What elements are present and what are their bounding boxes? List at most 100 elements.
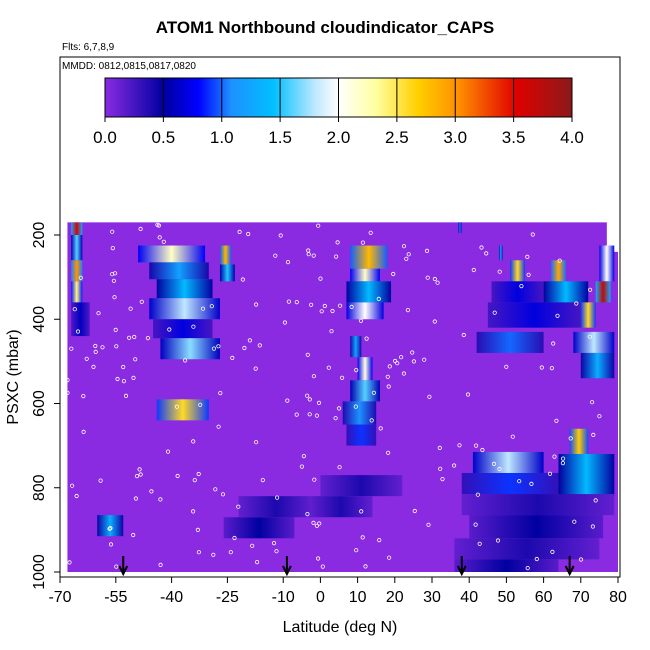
sample-marker [198, 402, 203, 407]
sample-marker [315, 556, 321, 561]
heatmap-cell [149, 298, 220, 320]
sample-marker [191, 439, 196, 444]
sample-marker [131, 375, 136, 380]
sample-marker [368, 230, 373, 235]
heatmap-cell [138, 245, 206, 263]
sample-marker [65, 377, 70, 383]
sample-marker [318, 276, 323, 281]
sample-marker [196, 550, 201, 555]
sample-marker [578, 557, 584, 562]
sample-marker [250, 543, 255, 548]
sample-marker [131, 532, 136, 538]
sample-marker [307, 412, 312, 417]
sample-marker [157, 235, 162, 240]
sample-marker [385, 374, 390, 379]
sample-marker [371, 390, 376, 395]
sample-marker [319, 309, 324, 314]
x-tick-label: 30 [423, 589, 441, 606]
sample-marker [386, 384, 391, 389]
sample-marker [406, 252, 411, 257]
sample-marker [552, 454, 557, 459]
sample-marker [247, 338, 252, 343]
sample-marker [218, 390, 223, 396]
sample-marker [337, 465, 342, 470]
sample-marker [314, 413, 319, 418]
sample-marker [519, 283, 524, 289]
sample-marker [74, 493, 79, 499]
sample-marker [354, 367, 359, 373]
sample-marker [391, 271, 396, 277]
sample-marker [398, 355, 404, 360]
heatmap-cell [595, 281, 611, 303]
sample-marker [589, 400, 595, 405]
sample-marker [216, 344, 221, 349]
heatmap-cell [149, 262, 209, 280]
sample-marker [597, 414, 602, 419]
sample-marker [404, 256, 409, 261]
x-tick-label: -10 [272, 589, 295, 606]
sample-marker [81, 393, 86, 399]
sample-marker [539, 365, 544, 370]
sample-marker [138, 226, 143, 231]
sample-marker [301, 453, 306, 459]
x-tick-label: 50 [498, 589, 516, 606]
sample-marker [410, 350, 415, 355]
sample-marker [191, 324, 196, 329]
sample-marker [364, 336, 369, 341]
sample-marker [504, 364, 509, 369]
sample-marker [158, 497, 163, 502]
sample-marker [525, 565, 530, 571]
sample-marker [432, 319, 437, 324]
colorbar-tick-label: 3.5 [502, 128, 526, 147]
sample-marker [312, 477, 317, 482]
colorbar-tick-label: 0.5 [152, 128, 176, 147]
x-tick-label: -25 [216, 589, 239, 606]
sample-marker [534, 556, 539, 562]
sample-marker [333, 254, 339, 259]
sample-marker [555, 313, 560, 318]
sample-marker [497, 269, 502, 274]
sample-marker [387, 364, 392, 369]
arrow-head [564, 565, 575, 577]
sample-marker [336, 406, 342, 411]
sample-marker [308, 302, 314, 307]
sample-marker [554, 418, 559, 423]
sample-marker [93, 343, 98, 349]
sample-marker [510, 434, 515, 439]
heatmap-cell [498, 245, 503, 261]
heatmap-cell [238, 496, 313, 518]
sample-marker [305, 511, 310, 517]
sample-marker [405, 307, 410, 313]
sample-marker [237, 229, 242, 234]
sample-marker [322, 303, 327, 309]
sample-marker [139, 299, 144, 304]
sample-marker [145, 335, 150, 341]
sample-marker [72, 307, 77, 312]
sample-marker [112, 295, 117, 300]
sample-marker [113, 327, 118, 332]
sample-marker [593, 498, 598, 503]
sample-marker [317, 521, 322, 526]
sample-marker [484, 251, 489, 256]
sample-marker [108, 525, 113, 531]
sample-marker [133, 357, 138, 362]
sample-marker [392, 358, 398, 364]
sample-marker [451, 463, 457, 468]
sample-marker [110, 272, 115, 277]
sample-marker [438, 466, 443, 471]
sample-marker [108, 542, 114, 547]
sample-marker [149, 489, 154, 494]
y-tick-label: 400 [31, 306, 48, 333]
sample-marker [110, 229, 115, 234]
arrow-head [456, 565, 467, 577]
sample-marker [216, 424, 221, 429]
sample-marker [211, 552, 216, 557]
x-tick-label: 70 [572, 589, 590, 606]
colorbar-tick-label: 2.5 [385, 128, 409, 147]
sample-marker [363, 564, 368, 569]
heatmap-cell [350, 245, 388, 269]
y-tick-label: 800 [31, 474, 48, 501]
y-tick-label: 200 [31, 222, 48, 249]
